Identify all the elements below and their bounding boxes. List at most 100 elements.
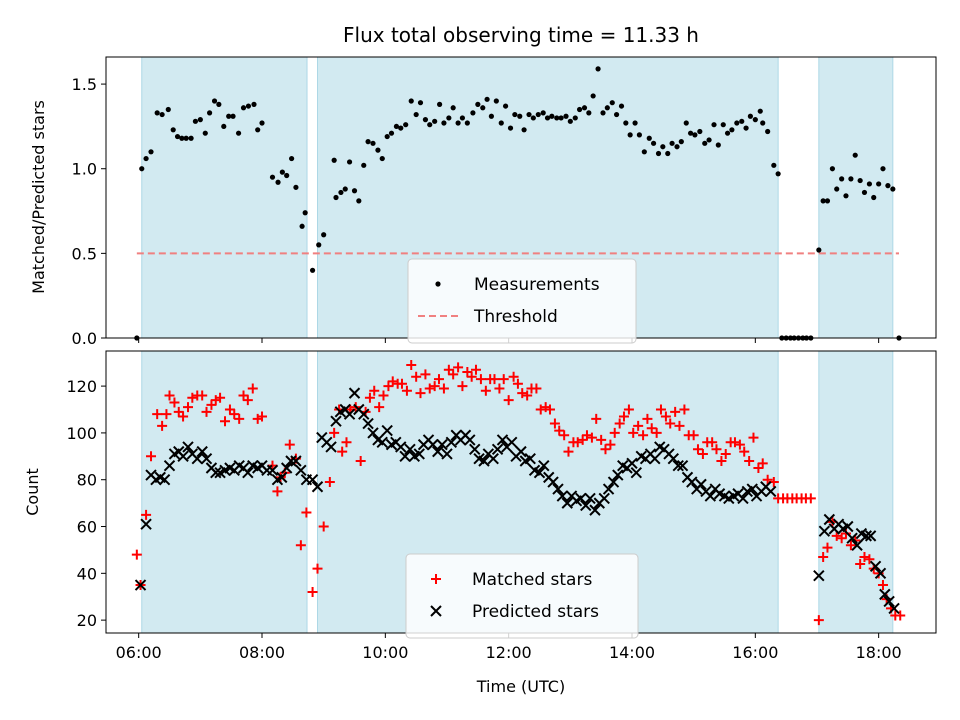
measurement-point [464,120,470,126]
measurement-point [540,110,546,116]
predicted-star-point [469,443,481,455]
matched-star-point [805,493,816,504]
measurement-point [558,115,564,121]
matched-star-point [157,420,168,431]
matched-star-point [272,486,283,497]
measurement-point [724,130,731,136]
matched-star-point [642,413,653,424]
measurement-point [459,115,466,121]
measurement-point [159,111,165,118]
matched-star-point [489,374,500,385]
observing-window-3 [818,56,894,339]
count-panel: 20 40 60 80 100 120 06:00 08:00 10:00 12:00 14:00… [23,350,937,696]
matched-star-point [633,420,644,431]
matched-star-point [164,390,175,401]
matched-star-point [744,455,755,466]
measurement-point [861,189,868,196]
matched-star-point [337,446,348,457]
matched-star-point [401,385,412,396]
matched-star-point [201,406,212,417]
matched-star-point [563,446,574,457]
measurement-point [427,122,433,128]
predicted-stars-series [134,387,900,615]
predicted-star-point [404,443,416,455]
measurement-point [284,172,290,179]
count-y-tick-label: 40 [77,564,97,583]
measurement-point [299,223,305,229]
ratio-y-tick-label: 1.5 [72,75,97,94]
matched-star-point [670,406,681,417]
measurement-point [174,133,181,140]
predicted-star-point [177,450,189,463]
predicted-star-point [362,417,374,430]
time-x-tick-label: 06:00 [116,643,162,662]
predicted-star-point [879,588,891,601]
predicted-star-point [432,445,444,458]
measurement-point [885,183,891,189]
measurement-point [321,232,327,238]
matched-star-point [618,411,629,422]
predicted-star-point [672,459,684,472]
predicted-star-point [487,452,499,465]
matched-star-point [716,455,727,466]
predicted-star-point [441,448,453,460]
count-y-axis-label: Count [23,468,42,516]
matched-star-point [178,411,189,422]
measurement-point [852,152,858,158]
measurement-point [843,193,849,199]
matched-star-point [559,430,570,441]
measurement-point [484,96,490,102]
measurement-point [752,117,758,123]
measurement-point [398,125,404,131]
matched-star-point [508,371,519,382]
ratio-y-axis: 0.0 0.5 1.0 1.5 [72,75,106,348]
x-axis-label: Time (UTC) [476,677,565,696]
matched-star-point [131,549,142,560]
predicted-star-point [860,530,873,542]
matched-star-point [697,448,708,459]
predicted-star-point [630,466,643,479]
predicted-star-point [888,602,900,615]
measurement-point [375,147,381,153]
matched-star-point [466,371,477,382]
predicted-star-point [242,466,254,479]
predicted-star-point [533,466,546,479]
predicted-star-point [851,539,863,551]
matched-star-point [301,507,312,518]
predicted-star-point [367,427,379,439]
predicted-star-point [676,459,689,472]
count-y-tick-label: 120 [66,377,97,396]
measurement-point [757,108,763,114]
matched-star-point [295,540,306,551]
measurement-point [669,140,675,146]
time-x-axis: 06:00 08:00 10:00 12:00 14:00 16:00 18:00 [116,633,902,662]
measurement-point [586,110,592,116]
matched-star-point [183,402,194,413]
predicted-star-point [813,569,825,582]
matched-star-point [651,427,662,438]
predicted-star-point [602,483,615,495]
predicted-star-point [686,476,698,488]
measurement-point [824,198,831,204]
measurement-point [388,130,395,136]
count-y-tick-label: 20 [77,611,97,630]
predicted-star-point [883,595,895,608]
time-x-tick-label: 14:00 [609,643,655,662]
measurement-point [293,184,299,190]
matched-star-point [215,392,226,403]
measurement-point [655,150,662,157]
measurement-point [240,105,247,111]
matched-star-point [503,395,514,406]
matched-star-point [420,369,431,380]
predicted-star-point [538,459,550,472]
measurement-point [765,128,771,135]
measurement-point [206,110,213,116]
measurement-point [871,194,877,201]
measurement-point [678,139,684,145]
measurement-point [627,132,633,138]
measurement-point [211,98,218,104]
matched-star-point [433,374,444,385]
ratio-legend-box [407,258,637,344]
predicted-star-point [842,520,854,533]
count-legend-swatch [430,605,442,617]
